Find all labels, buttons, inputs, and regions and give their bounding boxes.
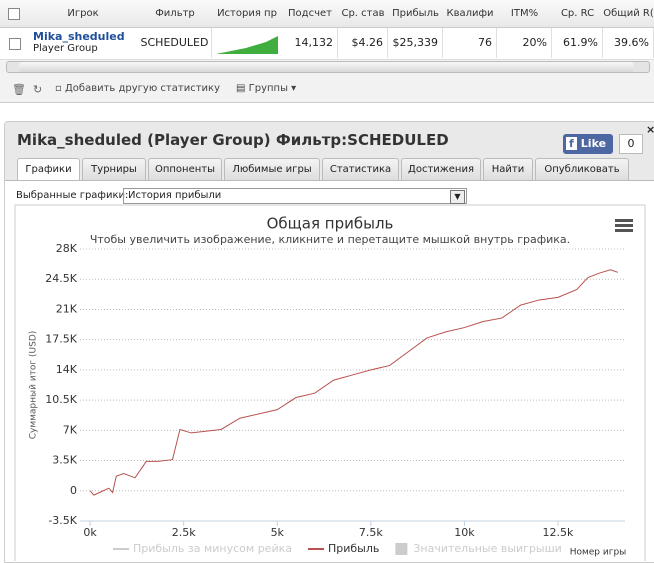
- y-axis-label: Суммарный итог (USD): [29, 331, 39, 440]
- header[interactable]: Прибыль: [388, 0, 444, 27]
- header[interactable]: Общий R(: [603, 0, 654, 27]
- y-tick-label: 0: [70, 484, 77, 497]
- row: [0, 27, 654, 60]
- itm: 20%: [497, 28, 552, 58]
- header[interactable]: Подсчет: [282, 0, 339, 27]
- y-tick-label: 21K: [56, 302, 78, 315]
- y-tick-label: 14K: [56, 363, 78, 376]
- chart-select-label: Выбранные графики:: [16, 190, 129, 201]
- menu-icon[interactable]: [615, 219, 633, 232]
- y-tick-label: -3.5K: [48, 514, 77, 527]
- y-tick-label: 7K: [63, 423, 78, 436]
- legend-label: Прибыль за минусом рейка: [133, 542, 292, 555]
- tab[interactable]: Оппоненты: [148, 158, 222, 181]
- x-tick-label: 5k: [271, 526, 285, 539]
- legend-item[interactable]: Прибыль: [307, 542, 379, 555]
- row-checkbox[interactable]: [9, 38, 21, 50]
- like-count: 0: [619, 134, 643, 154]
- x-tick-label: 2.5k: [172, 526, 196, 539]
- like-label: Like: [580, 137, 607, 150]
- x-tick-label: 12.5k: [543, 526, 574, 539]
- x-axis-label: Номер игры: [570, 548, 627, 558]
- sparkline: [216, 36, 278, 54]
- profit: $25,339: [388, 28, 443, 58]
- like-button[interactable]: f Like: [563, 134, 613, 154]
- filter: SCHEDULED: [138, 28, 212, 58]
- chart-title: Общая прибыль: [267, 215, 394, 233]
- profit-line: [89, 269, 619, 496]
- header[interactable]: ITM%: [497, 0, 553, 27]
- tab[interactable]: Турниры: [82, 158, 146, 181]
- chart-select-value: История прибыли: [128, 190, 222, 201]
- y-tick-label: 24.5K: [45, 272, 77, 285]
- avg-roi: 61.9%: [552, 28, 603, 58]
- scrollbar[interactable]: [6, 61, 650, 73]
- legend-item[interactable]: Прибыль за минусом рейка: [113, 542, 292, 555]
- groups-label: Группы: [248, 83, 288, 94]
- add-stat-label: Добавить другую статистику: [64, 83, 220, 94]
- header[interactable]: Ср. RC: [552, 0, 604, 27]
- tab[interactable]: Статистика: [322, 158, 399, 181]
- tab[interactable]: Опубликовать: [535, 158, 629, 181]
- add-stat-button[interactable]: ▫ Добавить другую статистику: [55, 83, 220, 94]
- header[interactable]: Игрок: [28, 0, 139, 27]
- count: 14,132: [282, 28, 338, 58]
- legend-label: Прибыль: [328, 542, 379, 555]
- y-tick-label: 28K: [56, 242, 78, 255]
- qualified: 76: [443, 28, 497, 58]
- tab[interactable]: Графики: [17, 158, 80, 182]
- delete-icon[interactable]: 🗑: [12, 83, 26, 96]
- legend-label: Значительные выигрыши: [413, 542, 561, 555]
- chart-subtitle: Чтобы увеличить изображение, кликните и …: [90, 233, 570, 246]
- x-tick-label: 10k: [454, 526, 475, 539]
- header[interactable]: Ср. став: [338, 0, 389, 27]
- y-tick-label: 10.5K: [45, 393, 77, 406]
- x-tick-label: 0k: [83, 526, 97, 539]
- refresh-icon[interactable]: ↻: [33, 83, 43, 96]
- tab[interactable]: Достижения: [401, 158, 481, 181]
- close[interactable]: ×: [646, 123, 654, 136]
- legend-swatch: [395, 543, 408, 555]
- panel-title: Mika_sheduled (Player Group) Фильтр:SCHE…: [17, 131, 449, 149]
- y-tick-label: 17.5K: [45, 333, 77, 346]
- avg-stake: $4.26: [338, 28, 388, 58]
- select-all[interactable]: [0, 0, 29, 27]
- y-tick-label: 3.5K: [52, 454, 77, 467]
- tab[interactable]: Любимые игры: [224, 158, 320, 181]
- x-tick-label: 7.5k: [359, 526, 383, 539]
- player-name[interactable]: Mika_sheduled: [33, 30, 125, 43]
- groups-button[interactable]: ▤ Группы ▾: [236, 83, 297, 94]
- player-group: Player Group: [33, 43, 98, 54]
- legend-item[interactable]: Значительные выигрыши: [395, 542, 562, 555]
- tab[interactable]: Найти: [483, 158, 533, 181]
- chart-select[interactable]: История прибыли ▼: [123, 188, 467, 204]
